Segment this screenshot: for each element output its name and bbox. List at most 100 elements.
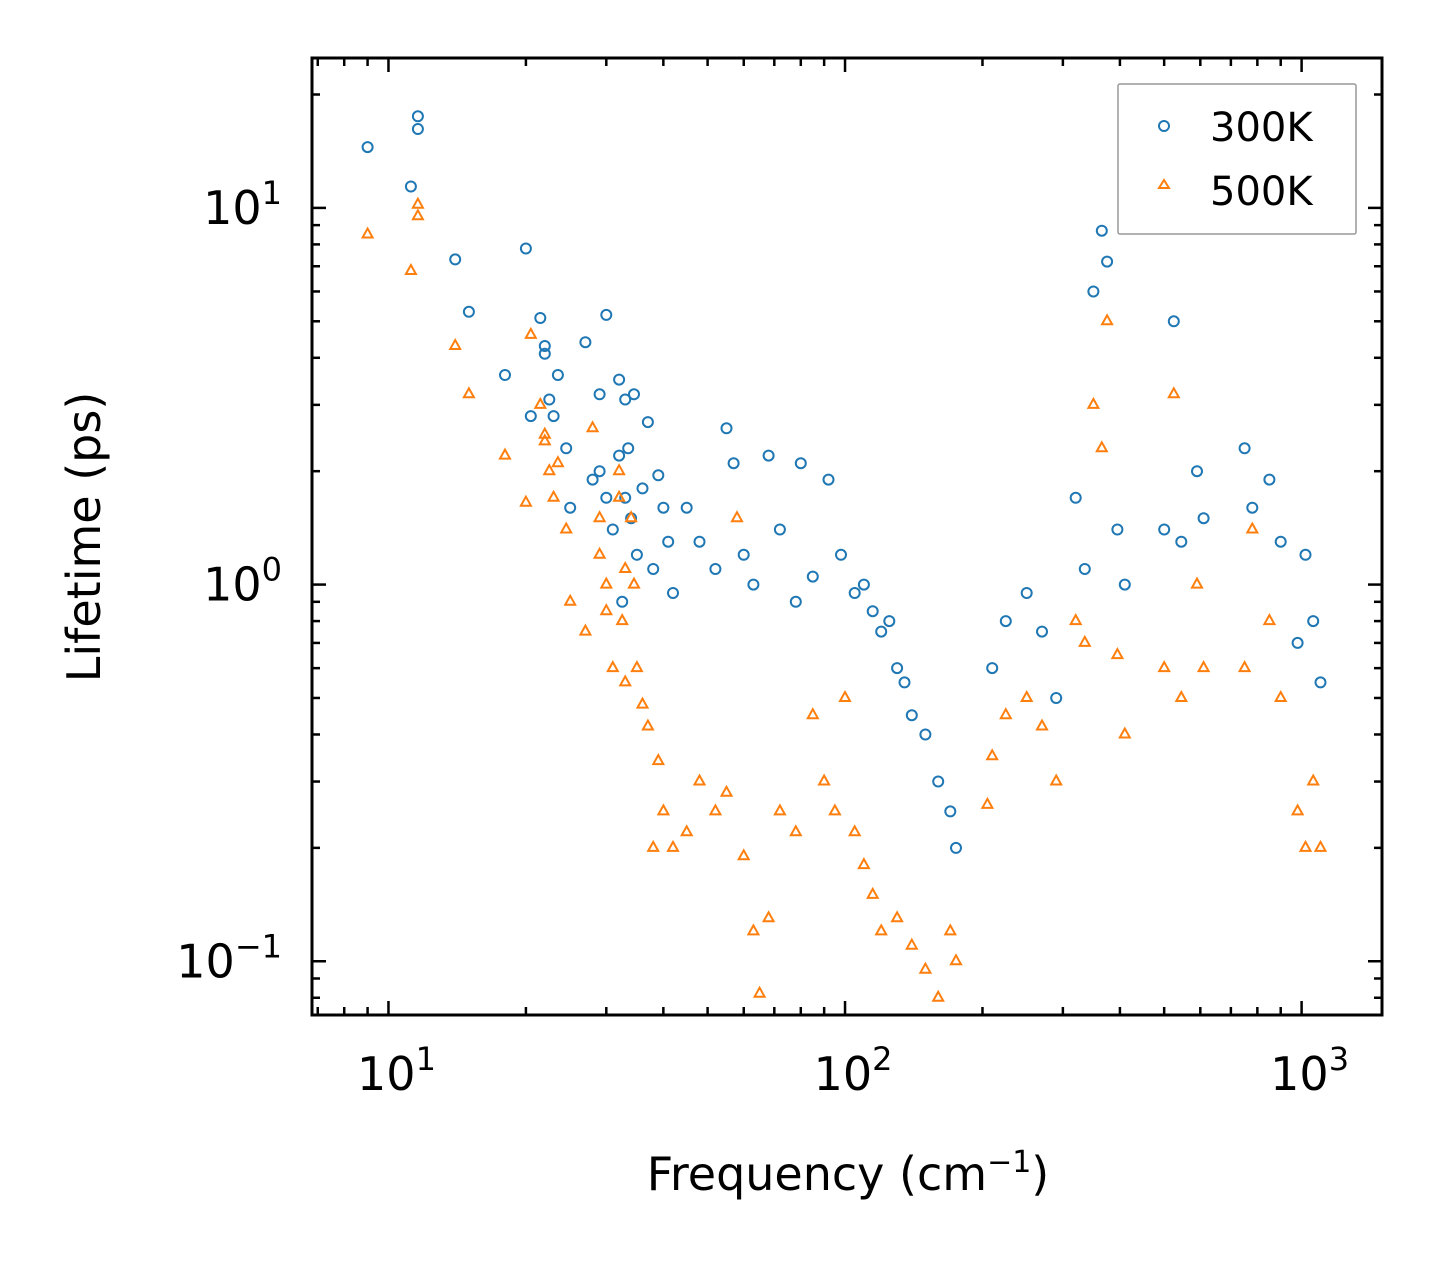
point-300K-51	[806, 570, 819, 583]
point-500K-24	[612, 463, 626, 476]
legend: 300K 500K	[1117, 83, 1357, 235]
plot-frame	[310, 56, 1384, 1017]
point-300K-45	[737, 548, 750, 561]
point-500K-8	[524, 326, 538, 339]
point-500K-78	[1174, 689, 1188, 702]
point-500K-84	[1274, 689, 1288, 702]
point-300K-41	[693, 535, 706, 548]
point-500K-15	[559, 521, 573, 534]
y-tick-labels: 10−1 100 101	[176, 174, 282, 988]
point-300K-63	[932, 775, 945, 788]
point-500K-52	[838, 689, 852, 702]
point-300K-75	[1101, 255, 1114, 268]
point-300K-26	[616, 595, 629, 608]
point-500K-42	[730, 510, 744, 523]
point-300K-74	[1095, 224, 1108, 237]
point-500K-33	[641, 718, 655, 731]
point-300K-38	[662, 535, 675, 548]
point-500K-7	[519, 494, 533, 507]
point-300K-22	[600, 491, 613, 504]
point-500K-75	[1118, 726, 1132, 739]
axis-ticks	[312, 58, 1382, 1015]
point-500K-47	[773, 803, 787, 816]
point-300K-62	[919, 728, 932, 741]
point-300K-21	[600, 308, 613, 321]
point-300K-61	[905, 709, 918, 722]
point-300K-73	[1087, 285, 1100, 298]
point-500K-19	[592, 510, 607, 523]
point-500K-3	[411, 208, 425, 221]
point-500K-66	[1020, 689, 1034, 702]
point-500K-22	[599, 603, 613, 616]
point-500K-11	[538, 433, 552, 446]
point-500K-83	[1262, 613, 1277, 626]
legend-marker-500k	[1157, 178, 1171, 189]
point-500K-50	[817, 773, 831, 786]
point-500K-79	[1190, 576, 1204, 589]
point-300K-72	[1078, 563, 1091, 575]
point-500K-30	[627, 576, 641, 589]
point-300K-4	[449, 253, 462, 266]
point-500K-9	[533, 396, 547, 409]
point-500K-72	[1095, 440, 1109, 453]
point-300K-67	[999, 615, 1012, 628]
legend-marker-300k	[1158, 120, 1170, 132]
point-500K-39	[692, 773, 707, 786]
series-500K	[360, 196, 1328, 1002]
point-300K-35	[647, 563, 660, 575]
point-500K-58	[905, 937, 919, 950]
x-tick-label: 101	[357, 1040, 436, 1101]
point-300K-50	[794, 457, 807, 470]
legend-label-500k: 500K	[1210, 169, 1314, 215]
point-500K-5	[462, 386, 476, 399]
point-500K-17	[578, 623, 593, 636]
point-500K-61	[943, 923, 957, 936]
point-300K-25	[613, 449, 626, 462]
point-300K-80	[1175, 535, 1188, 548]
point-300K-65	[950, 841, 962, 854]
point-500K-63	[980, 796, 995, 809]
point-300K-12	[543, 393, 556, 406]
point-300K-76	[1111, 523, 1124, 536]
point-300K-81	[1191, 465, 1203, 478]
point-500K-6	[498, 447, 512, 460]
point-300K-55	[857, 578, 870, 591]
legend-frame	[1117, 83, 1357, 235]
point-300K-84	[1246, 501, 1259, 514]
point-500K-32	[635, 696, 650, 709]
point-300K-46	[747, 578, 760, 591]
point-300K-83	[1238, 442, 1251, 455]
point-500K-26	[615, 613, 629, 626]
point-300K-28	[619, 393, 632, 406]
point-300K-27	[619, 491, 632, 504]
point-300K-8	[524, 410, 537, 423]
point-500K-13	[546, 489, 561, 502]
point-300K-58	[883, 615, 896, 628]
point-500K-2	[411, 196, 425, 209]
point-500K-44	[746, 923, 761, 936]
point-500K-56	[874, 923, 888, 936]
point-300K-64	[944, 805, 957, 818]
point-500K-34	[646, 839, 660, 852]
point-500K-73	[1100, 313, 1114, 326]
point-500K-65	[999, 707, 1013, 720]
x-axis-label: Frequency (cm−1)	[647, 1145, 1050, 1201]
point-500K-74	[1110, 647, 1125, 660]
x-tick-labels: 101 102 103	[357, 1040, 1349, 1101]
point-300K-6	[499, 369, 511, 381]
point-300K-16	[564, 501, 577, 514]
point-300K-10	[538, 340, 551, 352]
point-300K-5	[462, 305, 475, 318]
point-500K-48	[789, 824, 803, 837]
point-500K-86	[1298, 839, 1313, 852]
point-300K-29	[622, 442, 635, 455]
point-500K-76	[1157, 660, 1171, 673]
point-300K-14	[551, 369, 564, 381]
point-300K-53	[835, 548, 847, 561]
point-300K-7	[519, 242, 532, 255]
point-500K-64	[985, 748, 999, 761]
point-500K-45	[752, 985, 767, 998]
point-500K-35	[651, 753, 665, 766]
point-300K-70	[1050, 692, 1063, 704]
